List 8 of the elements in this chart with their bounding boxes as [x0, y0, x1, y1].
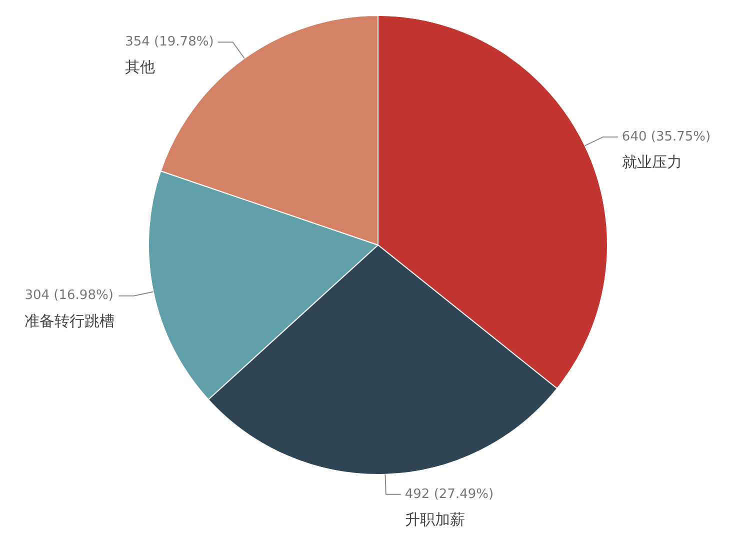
data-label: 354 (19.78%) — [125, 34, 214, 50]
slice-label: 就业压力 — [622, 152, 682, 171]
slice-label: 其他 — [125, 58, 156, 76]
data-label: 304 (16.98%) — [24, 288, 114, 304]
data-label: 492 (27.49%) — [404, 486, 494, 502]
slice-label: 升职加薪 — [404, 510, 465, 528]
data-label: 640 (35.75%) — [622, 129, 711, 144]
slice-label: 准备转行跳槽 — [24, 312, 115, 330]
